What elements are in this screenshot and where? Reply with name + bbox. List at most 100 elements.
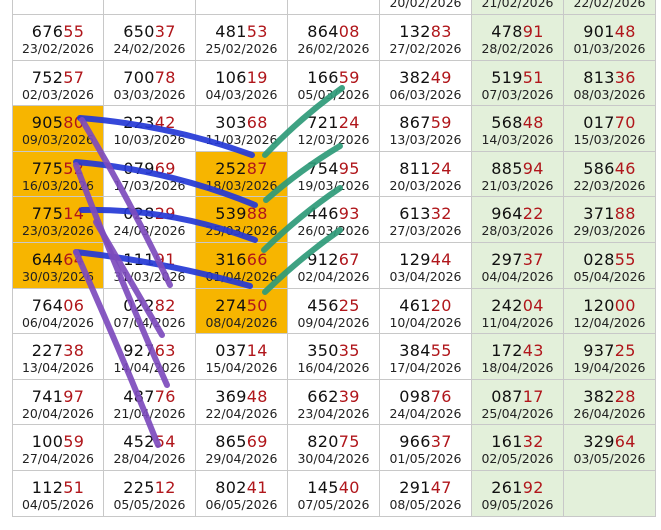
cell-date: 20/02/2026 [389,0,462,11]
table-cell: 35035 16/04/2026 [288,334,380,380]
cell-number: 38455 [399,341,452,361]
table-cell: 96422 28/03/2026 [472,197,564,243]
table-cell: 66239 23/04/2026 [288,379,380,426]
cell-number: 47891 [491,22,544,41]
cell-number: 03714 [215,341,268,361]
cell-date: 23/04/2026 [297,405,370,421]
cell-date: 05/05/2026 [113,497,186,512]
table-cell [196,0,288,15]
cell-number: 22738 [31,341,85,361]
table-cell: 32964 03/05/2026 [564,425,656,471]
table-cell: 76406 06/04/2026 [12,288,104,335]
cell-number: 16659 [307,67,360,87]
cell-number: 32964 [583,432,636,452]
cell-date: 02/04/2026 [297,269,370,284]
cell-number: 27450 [215,295,268,315]
cell-number: 29737 [491,250,544,269]
cell-number: 02855 [583,250,636,269]
cell-date: 22/03/2026 [573,177,646,193]
cell-date: 06/03/2026 [389,86,462,102]
cell-number: 82075 [307,432,360,452]
cell-number: 14540 [307,478,360,497]
cell-date: 09/03/2026 [21,132,95,148]
table-cell: 10619 04/03/2026 [196,60,288,107]
table-cell: 74197 20/04/2026 [12,379,104,426]
table-cell: 88594 21/03/2026 [472,151,564,198]
cell-date: 04/04/2026 [481,269,554,284]
cell-date: 08/05/2026 [389,497,462,512]
table-cell: 45625 09/04/2026 [288,288,380,335]
table-cell: 86569 29/04/2026 [196,425,288,471]
cell-date: 13/03/2026 [389,132,462,148]
table-cell: 72124 12/03/2026 [288,106,380,152]
cell-date: 07/03/2026 [481,86,554,102]
cell-number: 35035 [307,341,360,361]
cell-date: 28/02/2026 [481,41,554,56]
cell-number: 13283 [399,22,452,41]
table-cell: 11191 31/03/2026 [104,243,196,289]
cell-number: 38228 [583,386,636,406]
cell-number: 36948 [215,386,268,406]
cell-date: 02/05/2026 [481,451,554,467]
table-cell: 20/02/2026 [380,0,472,15]
cell-date: 20/03/2026 [389,177,462,193]
cell-number: 11251 [31,478,85,497]
cell-date: 01/04/2026 [205,269,278,284]
table-cell: 10059 27/04/2026 [12,425,104,471]
table-cell: 38228 26/04/2026 [564,379,656,426]
table-cell: 22342 10/03/2026 [104,106,196,152]
cell-date: 29/04/2026 [205,451,278,467]
cell-date: 24/04/2026 [389,405,462,421]
cell-date: 22/02/2026 [573,0,646,11]
cell-number: 25287 [215,158,268,178]
table-cell: 51951 07/03/2026 [472,60,564,107]
table-cell: 13283 27/02/2026 [380,15,472,61]
cell-date: 29/03/2026 [573,223,646,239]
table-cell: 22512 05/05/2026 [104,471,196,517]
cell-number: 75257 [31,67,85,87]
cell-number: 51951 [491,67,544,87]
cell-date: 11/03/2026 [205,132,278,148]
cell-number: 02829 [123,204,176,224]
table-cell: 92763 14/04/2026 [104,334,196,380]
cell-date: 03/05/2026 [573,451,646,467]
table-cell: 70078 03/03/2026 [104,60,196,107]
cell-date: 27/02/2026 [389,41,462,56]
table-cell: 16132 02/05/2026 [472,425,564,471]
table-cell: 12944 03/04/2026 [380,243,472,289]
table-cell: 02829 24/03/2026 [104,197,196,243]
cell-number: 56848 [491,113,544,133]
table-cell: 07969 17/03/2026 [104,151,196,198]
cell-date: 03/04/2026 [389,269,462,284]
table-cell: 38455 17/04/2026 [380,334,472,380]
cell-date: 28/03/2026 [481,223,554,239]
cell-number: 77552 [31,158,85,178]
cell-date: 08/03/2026 [573,86,646,102]
table-cell: 47891 28/02/2026 [472,15,564,61]
cell-date: 23/03/2026 [21,223,95,239]
cell-date: 26/04/2026 [573,405,646,421]
table-cell: 91267 02/04/2026 [288,243,380,289]
table-cell [104,0,196,15]
table-cell: 22738 13/04/2026 [12,334,104,380]
cell-number: 29147 [399,478,452,497]
cell-number: 66239 [307,386,360,406]
cell-number: 48776 [123,386,176,406]
cell-date: 07/04/2026 [113,314,186,330]
cell-number: 26192 [491,478,544,497]
table-cell: 08717 25/04/2026 [472,379,564,426]
table-cell: 09876 24/04/2026 [380,379,472,426]
cell-date: 30/03/2026 [21,269,95,284]
cell-date: 13/04/2026 [21,360,95,376]
table-cell: 17243 18/04/2026 [472,334,564,380]
table-cell [288,0,380,15]
cell-date: 22/04/2026 [205,405,278,421]
cell-date: 27/04/2026 [21,451,95,467]
table-cell: 77552 16/03/2026 [12,151,104,198]
cell-date: 19/03/2026 [297,177,370,193]
table-cell: 38249 06/03/2026 [380,60,472,107]
cell-number: 67655 [31,22,85,41]
table-cell: 11251 04/05/2026 [12,471,104,517]
table-cell: 21/02/2026 [472,0,564,15]
table-cell [564,471,656,517]
